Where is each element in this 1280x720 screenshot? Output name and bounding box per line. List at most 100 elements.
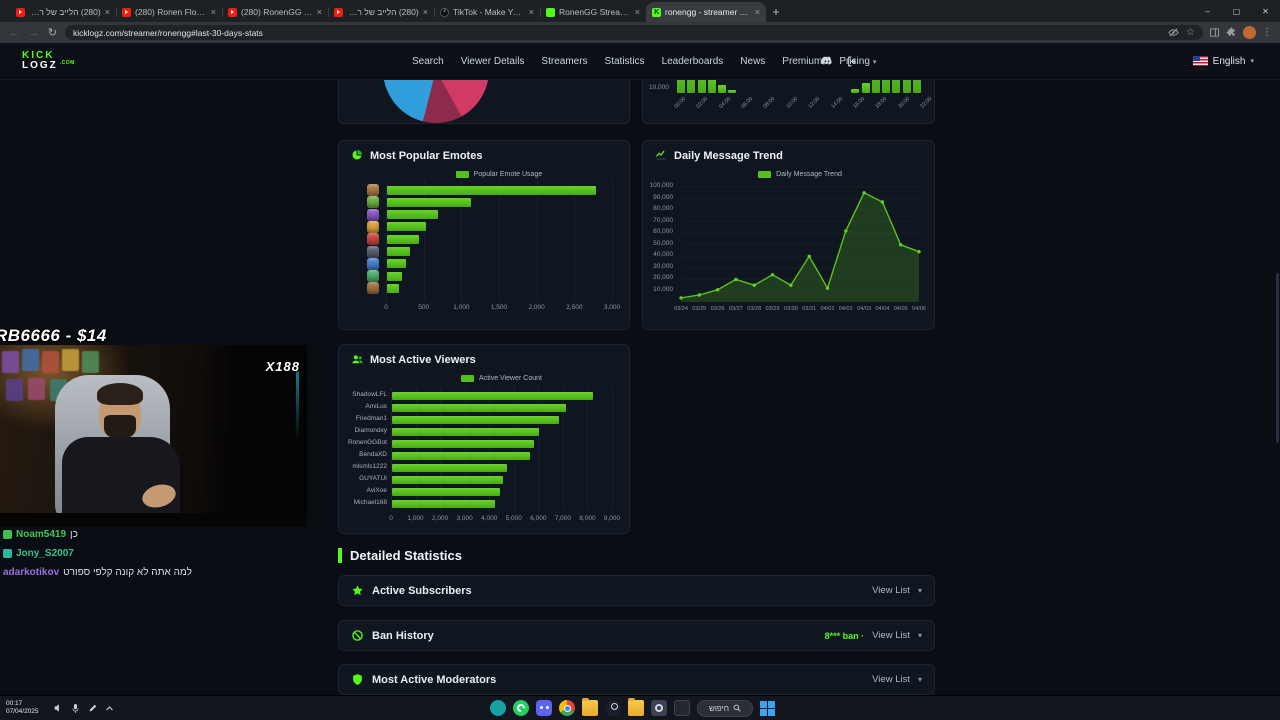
most-active-viewers-card: Most Active Viewers Active Viewer Count …: [338, 344, 630, 534]
hourly-bar: [697, 79, 706, 93]
new-tab-button[interactable]: +: [772, 5, 780, 19]
bookmark-star-icon[interactable]: ☆: [1186, 27, 1195, 38]
nav-premium[interactable]: Premium: [782, 55, 823, 67]
browser-tab[interactable]: (280) RonenGG Daily - YouTube×: [222, 2, 329, 22]
eye-off-icon[interactable]: [1168, 27, 1179, 38]
side-panel-icon[interactable]: [1209, 27, 1220, 38]
hourly-bar: [882, 79, 890, 93]
chart-legend: Daily Message Trend: [677, 171, 923, 178]
media-icon[interactable]: [674, 700, 690, 716]
window-close-button[interactable]: ✕: [1262, 6, 1269, 16]
tab-close-icon[interactable]: ×: [316, 7, 322, 17]
legend-swatch: [461, 375, 475, 382]
microphone-icon[interactable]: [71, 703, 80, 714]
nav-news[interactable]: News: [740, 55, 766, 67]
trend-line-chart: [679, 186, 921, 302]
chart-legend: Active Viewer Count: [391, 375, 612, 382]
chrome-icon[interactable]: [559, 700, 575, 716]
extensions-puzzle-icon[interactable]: [1226, 27, 1237, 38]
stat-row-ban-history[interactable]: Ban History 8*** ban · View List ▾: [338, 620, 935, 651]
discord-icon[interactable]: [536, 700, 552, 716]
settings-icon[interactable]: [651, 700, 667, 716]
reload-icon[interactable]: ↻: [47, 27, 58, 39]
pen-icon[interactable]: [88, 704, 97, 713]
chevron-down-icon: ▾: [872, 58, 877, 66]
windows-start-button[interactable]: [760, 700, 775, 716]
discord-icon[interactable]: [820, 56, 834, 67]
window-maximize-button[interactable]: ▢: [1232, 6, 1241, 16]
gridline: [423, 181, 425, 301]
emote-usage-bar: [387, 271, 403, 281]
emote-icon: [367, 270, 379, 283]
forward-icon[interactable]: →: [28, 26, 39, 39]
browser-tab[interactable]: (280) הלייב של רונן - YouTube×: [10, 2, 117, 22]
nav-leaderboards[interactable]: Leaderboards: [661, 55, 724, 67]
url-input[interactable]: kicklogz.com/streamer/ronengg#last-30-da…: [65, 25, 1203, 40]
stat-row-most-active-moderators[interactable]: Most Active Moderators View List ▾: [338, 664, 935, 695]
view-list-button[interactable]: View List: [872, 630, 910, 641]
emote-usage-bar: [387, 283, 400, 293]
x-axis-tick: 18:00: [874, 96, 889, 110]
stat-row-active-subscribers[interactable]: Active Subscribers View List ▾: [338, 575, 935, 606]
hourly-bar: [687, 79, 696, 93]
back-icon[interactable]: ←: [9, 26, 20, 39]
window-minimize-button[interactable]: –: [1205, 6, 1210, 16]
nav-search[interactable]: Search: [412, 55, 444, 67]
x-axis-tick: 1,000: [407, 515, 424, 522]
browser-tab[interactable]: RonenGG Stream - Watch Liv...×: [540, 2, 647, 22]
browser-tab[interactable]: TikTok - Make Your Day×: [434, 2, 541, 22]
chevron-down-icon[interactable]: ▾: [917, 586, 922, 595]
view-list-button[interactable]: View List: [872, 585, 910, 596]
x-axis-tick: 3,000: [603, 304, 621, 311]
profile-avatar[interactable]: [1243, 26, 1256, 39]
emote-usage-bar: [387, 234, 419, 244]
card-title: Most Active Viewers: [351, 353, 476, 366]
login-icon[interactable]: [846, 55, 859, 68]
whatsapp-icon[interactable]: [513, 700, 529, 716]
scrollbar-thumb[interactable]: [1276, 273, 1279, 443]
chevron-down-icon[interactable]: ▾: [917, 675, 922, 684]
chat-message: Jony_S2007: [3, 548, 74, 559]
teams-icon[interactable]: [490, 700, 506, 716]
hourly-bar: [861, 83, 870, 93]
tab-close-icon[interactable]: ×: [528, 7, 534, 17]
language-selector[interactable]: English ▾: [1192, 56, 1254, 67]
taskbar-search[interactable]: חיפוש: [697, 699, 753, 717]
x-axis-tick: 04/05: [893, 306, 908, 312]
browser-tab-strip: (280) הלייב של רונן - YouTube×(280) Rone…: [0, 0, 1280, 22]
browser-menu-icon[interactable]: ⋮: [1262, 27, 1272, 38]
x-axis-tick: 04/04: [875, 306, 890, 312]
steam-icon[interactable]: [605, 700, 621, 716]
tray-expand-icon[interactable]: [105, 704, 114, 713]
tab-close-icon[interactable]: ×: [754, 7, 760, 17]
x-axis-tick: 0: [384, 304, 388, 311]
chart-legend: Popular Emote Usage: [386, 171, 612, 178]
volume-icon[interactable]: [53, 703, 63, 713]
gridline: [464, 387, 466, 511]
chat-text: למה אתה לא קונה קלפי ספורט: [63, 567, 192, 578]
chevron-down-icon[interactable]: ▾: [917, 631, 922, 640]
folder-icon[interactable]: [628, 698, 644, 716]
url-text: kicklogz.com/streamer/ronengg#last-30-da…: [73, 27, 263, 38]
taskbar-clock[interactable]: 00:17 07/04/2025: [6, 700, 39, 716]
tab-close-icon[interactable]: ×: [104, 7, 110, 17]
browser-tab[interactable]: (280) הלייב של רונן gg - YouTube×: [328, 2, 435, 22]
kicklogz-logo[interactable]: KICK LOGZ .COM: [22, 51, 75, 71]
background-shadow: [200, 345, 307, 527]
led-strip: [296, 371, 299, 441]
browser-tab[interactable]: ronengg - streamer Statistics×: [646, 2, 766, 22]
nav-streamers[interactable]: Streamers: [541, 55, 588, 67]
browser-tab[interactable]: (280) Ronen Flow - YouTube×: [116, 2, 223, 22]
tab-close-icon[interactable]: ×: [634, 7, 640, 17]
tab-close-icon[interactable]: ×: [422, 7, 428, 17]
viewer-name: GUYATUI: [359, 475, 387, 482]
folder-icon[interactable]: [582, 698, 598, 716]
stream-video-overlay[interactable]: X188: [0, 345, 307, 527]
tab-close-icon[interactable]: ×: [210, 7, 216, 17]
emote-icon: [367, 220, 379, 233]
nav-viewer-details[interactable]: Viewer Details: [460, 55, 525, 67]
x-axis-tick: 04:00: [717, 96, 732, 110]
browser-tabs: (280) הלייב של רונן - YouTube×(280) Rone…: [0, 0, 766, 22]
view-list-button[interactable]: View List: [872, 674, 910, 685]
nav-statistics[interactable]: Statistics: [604, 55, 645, 67]
